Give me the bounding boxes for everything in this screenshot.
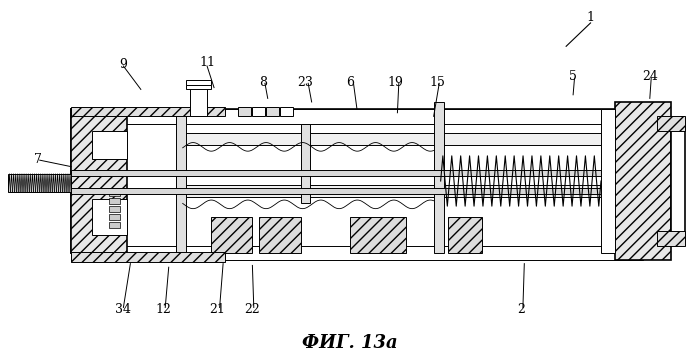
Bar: [657, 231, 685, 246]
Bar: [71, 109, 643, 123]
Text: 8: 8: [259, 76, 267, 89]
Bar: [109, 198, 120, 204]
Bar: [109, 190, 120, 196]
Bar: [71, 108, 225, 116]
Text: 2: 2: [517, 303, 525, 316]
Text: 6: 6: [346, 76, 354, 89]
Bar: [109, 206, 120, 212]
Bar: [447, 217, 482, 253]
Bar: [657, 116, 685, 131]
Bar: [434, 102, 444, 253]
Bar: [301, 123, 309, 203]
Bar: [671, 123, 685, 239]
Text: 24: 24: [642, 70, 658, 83]
Bar: [8, 174, 71, 192]
Bar: [211, 217, 253, 253]
Bar: [186, 85, 211, 89]
Bar: [71, 188, 601, 194]
Bar: [183, 132, 601, 145]
Text: 5: 5: [569, 70, 577, 83]
Bar: [260, 217, 301, 253]
Bar: [71, 170, 601, 176]
Bar: [176, 109, 186, 253]
Bar: [183, 185, 601, 197]
Text: ФИГ. 13а: ФИГ. 13а: [302, 334, 398, 352]
Text: 12: 12: [155, 303, 171, 316]
Bar: [71, 252, 225, 262]
Text: 19: 19: [387, 76, 403, 89]
Bar: [186, 80, 211, 85]
Bar: [71, 109, 643, 253]
Bar: [109, 222, 120, 228]
Text: 23: 23: [297, 76, 313, 89]
Bar: [266, 108, 279, 116]
Text: 15: 15: [429, 76, 445, 89]
Bar: [601, 109, 615, 253]
Text: 21: 21: [209, 303, 225, 316]
Bar: [190, 88, 207, 116]
Bar: [350, 217, 406, 253]
Text: 9: 9: [120, 58, 127, 71]
Bar: [280, 108, 293, 116]
Text: 11: 11: [199, 56, 215, 69]
Bar: [109, 214, 120, 220]
Bar: [71, 109, 127, 253]
Text: 22: 22: [244, 303, 260, 316]
Bar: [92, 131, 127, 159]
Bar: [615, 102, 671, 260]
Bar: [253, 108, 265, 116]
Text: 7: 7: [34, 153, 41, 166]
Bar: [71, 246, 643, 260]
Text: 1: 1: [587, 11, 594, 24]
Bar: [239, 108, 251, 116]
Bar: [92, 199, 127, 235]
Text: 34: 34: [116, 303, 132, 316]
